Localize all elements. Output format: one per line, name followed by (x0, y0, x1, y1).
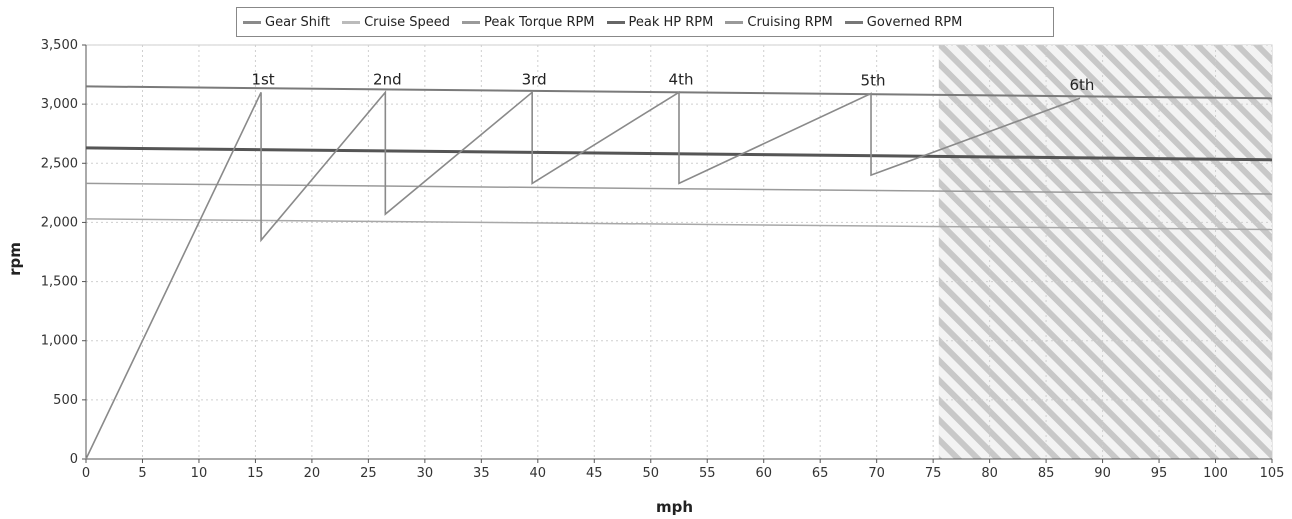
x-tick-label: 50 (642, 466, 659, 481)
x-tick-label: 5 (138, 466, 146, 481)
gear-label: 1st (251, 70, 274, 88)
x-tick-label: 60 (755, 466, 772, 481)
y-tick-label: 2,500 (41, 156, 78, 171)
x-tick-label: 95 (1151, 466, 1168, 481)
ref-line-peak-torque-rpm (85, 218, 1273, 231)
y-axis-title: rpm (5, 242, 24, 276)
y-tick-label: 1,500 (41, 275, 78, 290)
legend-swatch (725, 20, 744, 24)
x-tick-label: 70 (868, 466, 885, 481)
legend-item: Peak Torque RPM (462, 15, 595, 30)
x-tick-label: 45 (586, 466, 603, 481)
legend-item: Cruise Speed (342, 15, 450, 30)
x-tick-label: 90 (1094, 466, 1111, 481)
gear-label: 3rd (522, 70, 547, 88)
y-tick-label: 500 (53, 393, 78, 408)
x-tick-label: 75 (925, 466, 942, 481)
ref-line-cruising-rpm (85, 182, 1273, 195)
x-axis-title: mph (656, 498, 694, 516)
legend-label: Peak Torque RPM (484, 14, 595, 30)
x-tick-label: 25 (360, 466, 377, 481)
legend: Gear Shift Cruise Speed Peak Torque RPM Pea… (236, 7, 1054, 37)
legend-swatch (606, 20, 625, 24)
legend-label: Cruising RPM (747, 14, 833, 30)
legend-swatch (462, 20, 481, 24)
y-tick-label: 0 (70, 452, 78, 467)
x-tick-label: 40 (530, 466, 547, 481)
y-tick-label: 1,000 (41, 334, 78, 349)
x-tick-label: 55 (699, 466, 716, 481)
x-tick-label: 80 (981, 466, 998, 481)
y-tick-label: 3,000 (41, 97, 78, 112)
legend-swatch (243, 20, 261, 24)
legend-item: Governed RPM (844, 14, 963, 30)
x-tick-label: 35 (473, 466, 490, 481)
x-tick-label: 30 (417, 466, 434, 481)
legend-item: Cruising RPM (725, 14, 833, 30)
legend-label: Cruise Speed (364, 14, 451, 30)
x-tick-label: 105 (1260, 466, 1285, 481)
legend-label: Gear Shift (265, 14, 331, 30)
x-tick-label: 100 (1203, 466, 1228, 481)
legend-item: Peak HP RPM (606, 14, 714, 30)
legend-label: Governed RPM (866, 14, 963, 30)
legend-swatch (342, 20, 361, 24)
legend-swatch (844, 20, 863, 24)
x-tick-label: 20 (304, 466, 321, 481)
x-tick-label: 0 (82, 466, 90, 481)
y-tick-label: 2,000 (41, 215, 78, 230)
y-tick-label: 3,500 (41, 38, 78, 53)
gear-shift-series (85, 90, 1081, 460)
gear-label: 2nd (373, 70, 402, 88)
hatched-region (938, 45, 1272, 459)
x-tick-label: 65 (812, 466, 829, 481)
gear-label: 5th (861, 71, 886, 89)
x-tick-label: 10 (191, 466, 208, 481)
legend-label: Peak HP RPM (628, 14, 714, 30)
legend-item: Gear Shift (243, 15, 330, 30)
gear-label: 4th (669, 70, 694, 88)
x-tick-label: 85 (1038, 466, 1055, 481)
gear-label: 6th (1070, 76, 1095, 94)
x-tick-label: 15 (247, 466, 264, 481)
